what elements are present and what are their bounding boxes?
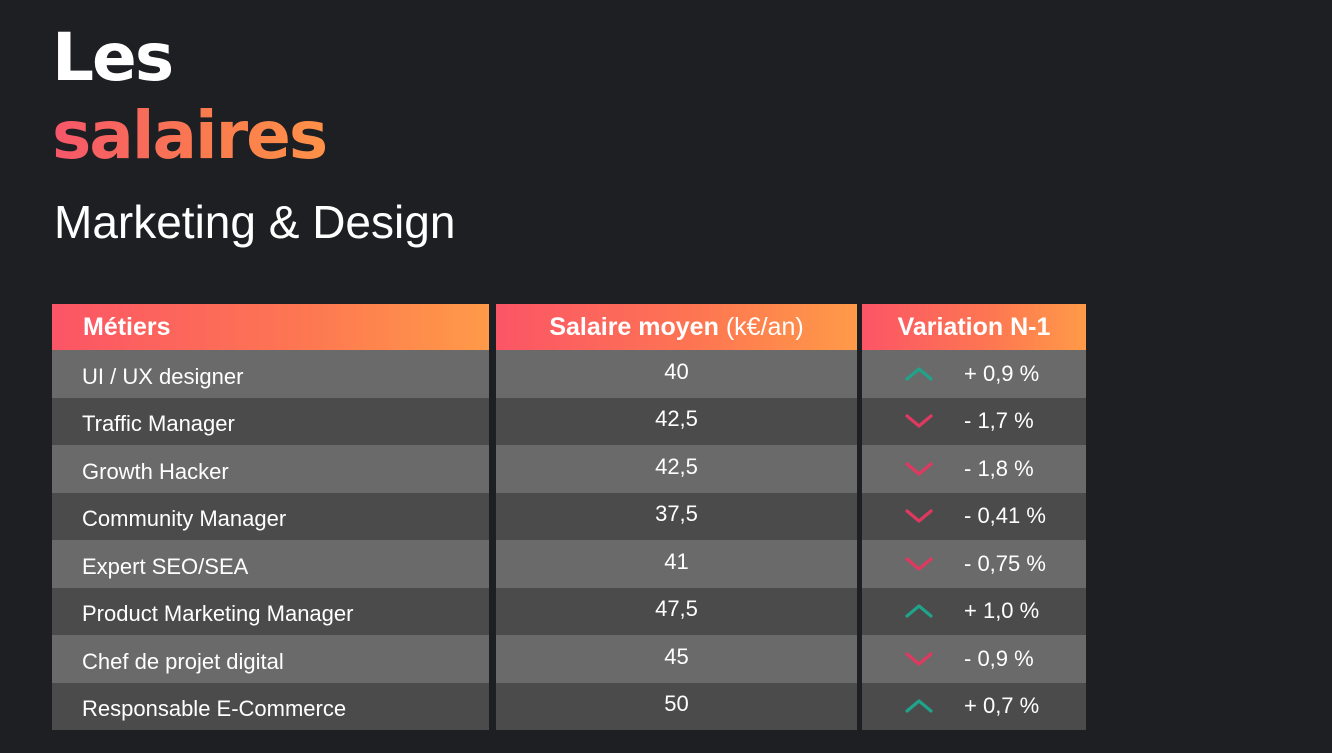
variation-cell: + 0,9 % [862,350,1086,398]
variation-cell: + 0,7 % [862,682,1086,730]
salary-column: Salaire moyen (k€/an) 40 42,5 42,5 37,5 41 47… [496,304,857,730]
salary-cell: 37,5 [496,492,857,540]
variation-value: + 0,9 % [964,360,1040,386]
salary-header-label: Salaire moyen [549,312,719,341]
variation-value: + 1,0 % [964,598,1040,624]
variation-cell: - 1,8 % [862,445,1086,493]
variation-value: + 0,7 % [964,693,1040,719]
job-cell: Traffic Manager [52,397,489,445]
variation-column: Variation N-1 + 0,9 % - 1,7 % - 1,8 % - 0,4… [862,304,1086,730]
variation-cell: - 0,41 % [862,492,1086,540]
title-line-1: Les [52,19,174,96]
job-cell: Expert SEO/SEA [52,540,489,588]
variation-cell: + 1,0 % [862,587,1086,635]
job-cell: Growth Hacker [52,445,489,493]
variation-value: - 1,8 % [964,455,1034,481]
chevron-down-icon [902,552,936,576]
job-cell: UI / UX designer [52,350,489,398]
job-cell: Community Manager [52,492,489,540]
job-cell: Product Marketing Manager [52,587,489,635]
chevron-up-icon [902,599,936,623]
salary-cell: 45 [496,635,857,683]
salary-cell: 40 [496,350,857,398]
jobs-header: Métiers [52,304,489,350]
chevron-down-icon [902,504,936,528]
salary-cell: 42,5 [496,397,857,445]
job-cell: Chef de projet digital [52,635,489,683]
salary-cell: 41 [496,540,857,588]
salary-cell: 42,5 [496,445,857,493]
variation-cell: - 0,9 % [862,635,1086,683]
variation-value: - 0,41 % [964,503,1046,529]
title-line-2: salaires [52,97,328,174]
jobs-column: Métiers UI / UX designer Traffic Manager G… [52,304,489,730]
variation-header: Variation N-1 [862,304,1086,350]
variation-value: - 1,7 % [964,408,1034,434]
variation-rows: + 0,9 % - 1,7 % - 1,8 % - 0,41 % - 0,75 % + 1… [862,350,1086,730]
variation-value: - 0,9 % [964,645,1034,671]
variation-cell: - 0,75 % [862,540,1086,588]
chevron-down-icon [902,457,936,481]
job-cell: Responsable E-Commerce [52,682,489,730]
salary-cell: 50 [496,682,857,730]
jobs-rows: UI / UX designer Traffic Manager Growth Ha… [52,350,489,730]
salary-cell: 47,5 [496,587,857,635]
variation-cell: - 1,7 % [862,397,1086,445]
chevron-up-icon [902,694,936,718]
salary-rows: 40 42,5 42,5 37,5 41 47,5 45 50 [496,350,857,730]
subtitle: Marketing & Design [54,196,456,248]
chevron-down-icon [902,409,936,433]
chevron-down-icon [902,647,936,671]
salary-header-unit: (k€/an) [725,312,804,341]
chevron-up-icon [902,362,936,386]
salary-header: Salaire moyen (k€/an) [496,304,857,350]
variation-value: - 0,75 % [964,550,1046,576]
